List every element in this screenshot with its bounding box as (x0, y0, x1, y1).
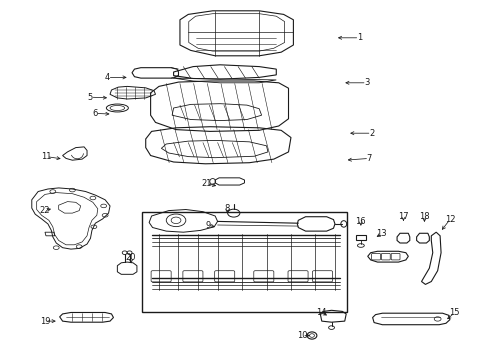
Text: 1: 1 (356, 33, 361, 42)
Text: 4: 4 (105, 73, 110, 82)
Text: 2: 2 (368, 129, 373, 138)
Text: 3: 3 (364, 78, 368, 87)
Bar (142, 212, 346, 312)
Text: 10: 10 (296, 331, 307, 340)
Text: 12: 12 (444, 215, 454, 224)
Text: 9: 9 (205, 220, 210, 230)
Text: 19: 19 (40, 317, 50, 325)
Text: 15: 15 (448, 308, 459, 317)
Text: 7: 7 (366, 154, 371, 163)
Text: 11: 11 (41, 152, 52, 161)
Text: 17: 17 (397, 212, 408, 221)
Text: 21: 21 (201, 179, 211, 188)
Text: 22: 22 (40, 206, 50, 215)
Text: 18: 18 (418, 212, 429, 221)
Text: 16: 16 (355, 217, 366, 226)
Text: 14: 14 (316, 308, 326, 317)
Text: 6: 6 (93, 109, 98, 118)
Text: 8: 8 (224, 204, 229, 212)
Text: 13: 13 (375, 230, 386, 239)
Text: 5: 5 (88, 93, 93, 102)
Text: 20: 20 (125, 253, 136, 262)
